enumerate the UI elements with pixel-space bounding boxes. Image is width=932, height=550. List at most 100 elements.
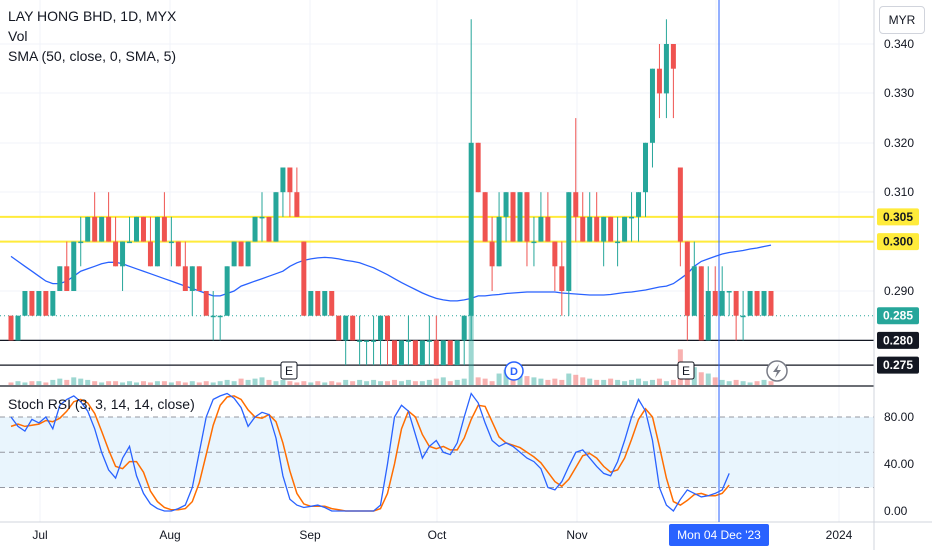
candle-body (8, 315, 14, 341)
candle-body (768, 291, 774, 316)
time-tick-label: Aug (159, 528, 180, 542)
price-axis-bg (874, 0, 932, 550)
volume-bar (78, 378, 84, 385)
candle-body (196, 266, 202, 291)
volume-bar (280, 379, 286, 385)
candle-body (461, 315, 467, 341)
volume-bar (336, 382, 342, 385)
candle-body (43, 291, 49, 316)
volume-bar (768, 381, 774, 385)
volume-bar (559, 379, 565, 385)
candle-body (761, 291, 767, 316)
volume-bar (385, 381, 391, 385)
volume-bar (503, 369, 509, 385)
price-tick-label: 0.310 (884, 185, 914, 199)
candle-body (391, 340, 397, 366)
volume-bar (538, 378, 544, 385)
time-tick-label: Oct (428, 528, 447, 542)
volume-bar (489, 381, 495, 385)
volume-bar (15, 381, 21, 385)
candle-body (594, 216, 600, 242)
volume-bar (726, 381, 732, 385)
volume-bar (552, 378, 558, 385)
volume-bar (308, 382, 314, 385)
candle-body (57, 266, 63, 291)
candle-body (147, 241, 153, 267)
volume-bar (315, 381, 321, 385)
volume-bar (705, 373, 711, 385)
candle-body (273, 192, 279, 242)
candle-body (531, 241, 537, 244)
price-tick-label: 0.340 (884, 37, 914, 51)
candle-body (426, 340, 432, 342)
volume-bar (182, 382, 188, 385)
candle-body (217, 315, 223, 318)
candle-body (552, 241, 558, 267)
stoch-layer (10, 392, 730, 512)
candle-body (280, 167, 286, 193)
candle-body (140, 216, 146, 242)
candle-body (329, 291, 335, 316)
candle-body (524, 192, 530, 242)
volume-bar (287, 381, 293, 385)
volume-bar (608, 378, 614, 385)
candle-body (85, 216, 91, 242)
candle-body (580, 216, 586, 242)
volume-bar (642, 381, 648, 385)
candle-body (440, 340, 446, 366)
candle-body (601, 216, 607, 242)
volume-bar (545, 379, 551, 385)
candle-body (287, 167, 293, 193)
volume-bar (398, 381, 404, 385)
time-tick-label: Sep (299, 528, 321, 542)
volume-bar (22, 382, 28, 385)
candle-body (566, 192, 572, 291)
volume-bar (57, 378, 63, 385)
volume-bar (99, 382, 105, 385)
candle-body (503, 192, 509, 217)
candle-body (691, 266, 697, 316)
currency-button[interactable]: MYR (879, 6, 925, 34)
price-label-bg (877, 233, 919, 251)
price-tick-label: 0.330 (884, 86, 914, 100)
candle-body (357, 340, 363, 342)
volume-bar (649, 379, 655, 385)
volume-bar (517, 374, 523, 385)
price-label-text: 0.285 (883, 309, 913, 323)
candle-body (538, 216, 544, 242)
candle-body (71, 241, 77, 291)
volume-bar (50, 379, 56, 385)
candle-body (36, 291, 42, 316)
legend-sma: SMA (50, close, 0, SMA, 5) (8, 48, 177, 64)
volume-bar (196, 382, 202, 385)
candle-body (364, 340, 370, 342)
candle-body (405, 340, 411, 342)
price-label-text: 0.305 (883, 210, 913, 224)
dividend-marker-bg (504, 361, 524, 381)
legend-stoch: Stoch RSI (3, 3, 14, 14, close) (8, 396, 195, 412)
volume-bar (301, 381, 307, 385)
stoch-k-line (10, 392, 730, 512)
candle-body (134, 216, 140, 242)
volume-bar (113, 381, 119, 385)
candle-body (385, 315, 391, 341)
volume-bar (294, 382, 300, 385)
price-label-bg (877, 356, 919, 374)
candle-body (238, 241, 244, 267)
candle-body (127, 241, 133, 244)
time-tick-label: Jul (32, 528, 47, 542)
volume-bar (447, 381, 453, 385)
candle-body (587, 216, 593, 242)
sma-line (10, 244, 772, 302)
volume-bar (733, 379, 739, 385)
volume-bar (454, 379, 460, 385)
candle-body (189, 266, 195, 291)
volume-bar (154, 381, 160, 385)
candle-body (475, 142, 481, 193)
candle-body (336, 315, 342, 341)
candle-body (510, 192, 516, 242)
legend-vol: Vol (8, 28, 28, 44)
candle-body (113, 241, 119, 267)
candle-body (64, 266, 70, 291)
candle-body (468, 142, 474, 316)
